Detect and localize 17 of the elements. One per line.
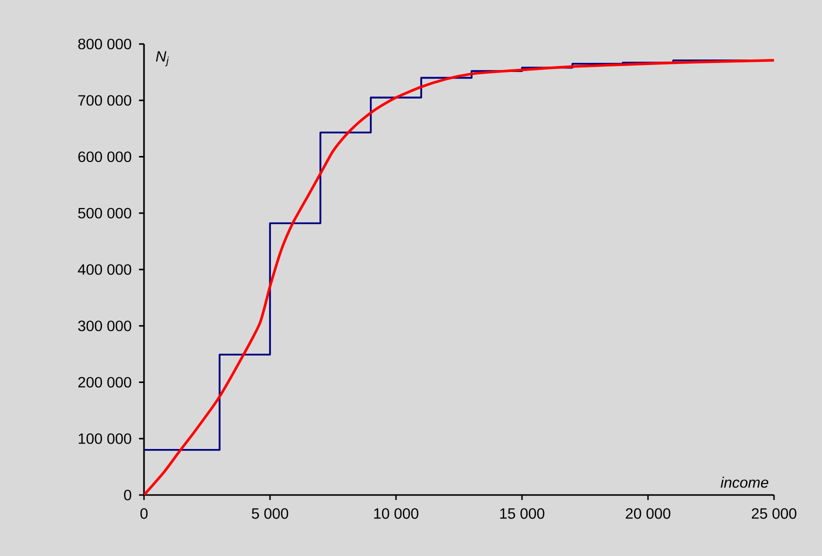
y-tick-label: 100 000	[78, 433, 132, 444]
x-tick-label: 25 000	[752, 508, 796, 519]
y-tick-label: 800 000	[78, 38, 132, 50]
y-tick-label: 600 000	[78, 151, 132, 162]
x-tick-label: 15 000	[500, 508, 544, 519]
x-tick-label: 5 000	[252, 508, 288, 519]
y-tick-label: 400 000	[78, 264, 132, 275]
x-tick-label: 20 000	[626, 508, 670, 519]
y-tick-label: 500 000	[78, 208, 132, 218]
x-tick-label: 0	[140, 508, 148, 519]
x-tick-label: 10 000	[374, 508, 418, 519]
y-tick-label: 300 000	[78, 320, 132, 332]
y-axis-title: N$_{j}$	[156, 51, 169, 66]
x-axis-title: income	[720, 476, 768, 488]
y-tick-label: 0	[124, 490, 132, 500]
y-tick-label: 200 000	[78, 376, 132, 388]
y-tick-label: 700 000	[78, 95, 132, 106]
